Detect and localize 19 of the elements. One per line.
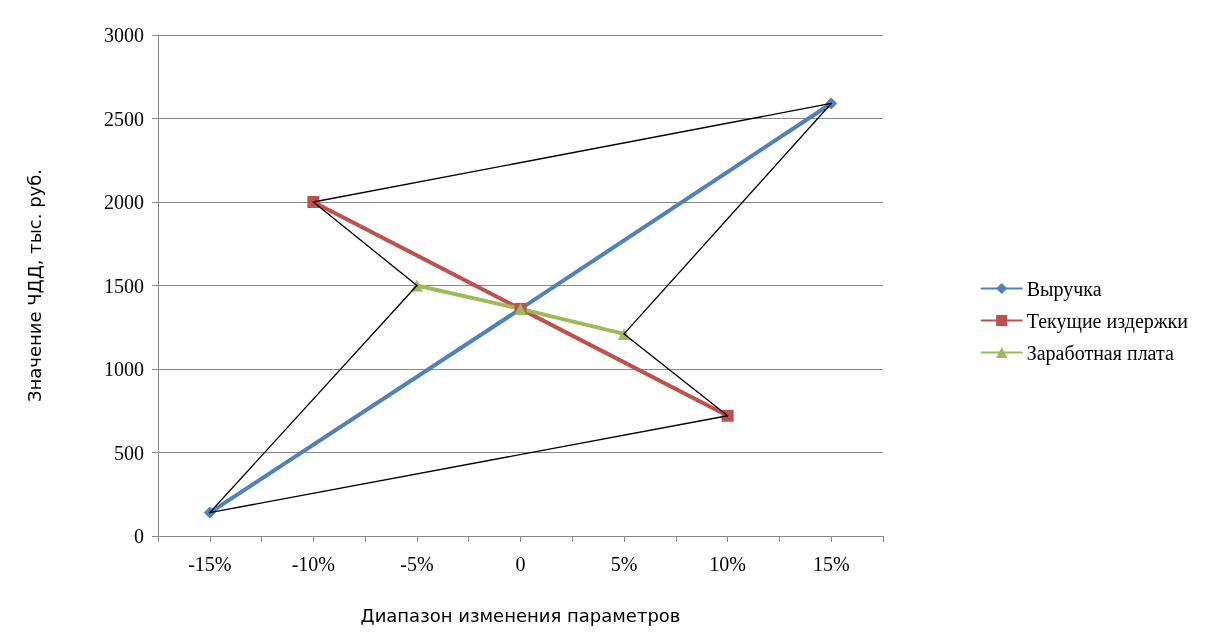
x-tick-label: 5% — [610, 553, 638, 575]
y-tick-label: 0 — [134, 525, 144, 547]
y-tick-label: 1000 — [104, 358, 144, 380]
y-axis-title: Значение ЧДД, тыс. руб. — [23, 168, 45, 403]
x-tick-label: 15% — [812, 553, 850, 575]
y-tick-label: 2000 — [104, 191, 144, 213]
x-tick-label: 0 — [515, 553, 526, 575]
x-axis-title: Диапазон изменения параметров — [360, 604, 681, 626]
x-tick-label: -10% — [291, 553, 336, 575]
y-tick-label: 1500 — [104, 274, 144, 297]
y-tick-label: 3000 — [104, 24, 144, 46]
y-tick-label: 500 — [114, 441, 144, 464]
legend-label: Выручка — [1026, 277, 1102, 301]
y-tick-label: 2500 — [104, 107, 144, 130]
x-tick-label: -5% — [400, 553, 434, 575]
x-tick-label: 10% — [709, 553, 746, 575]
legend-label: Текущие издержки — [1026, 309, 1189, 333]
legend-label: Заработная плата — [1026, 341, 1174, 365]
x-tick-label: -15% — [188, 553, 232, 575]
